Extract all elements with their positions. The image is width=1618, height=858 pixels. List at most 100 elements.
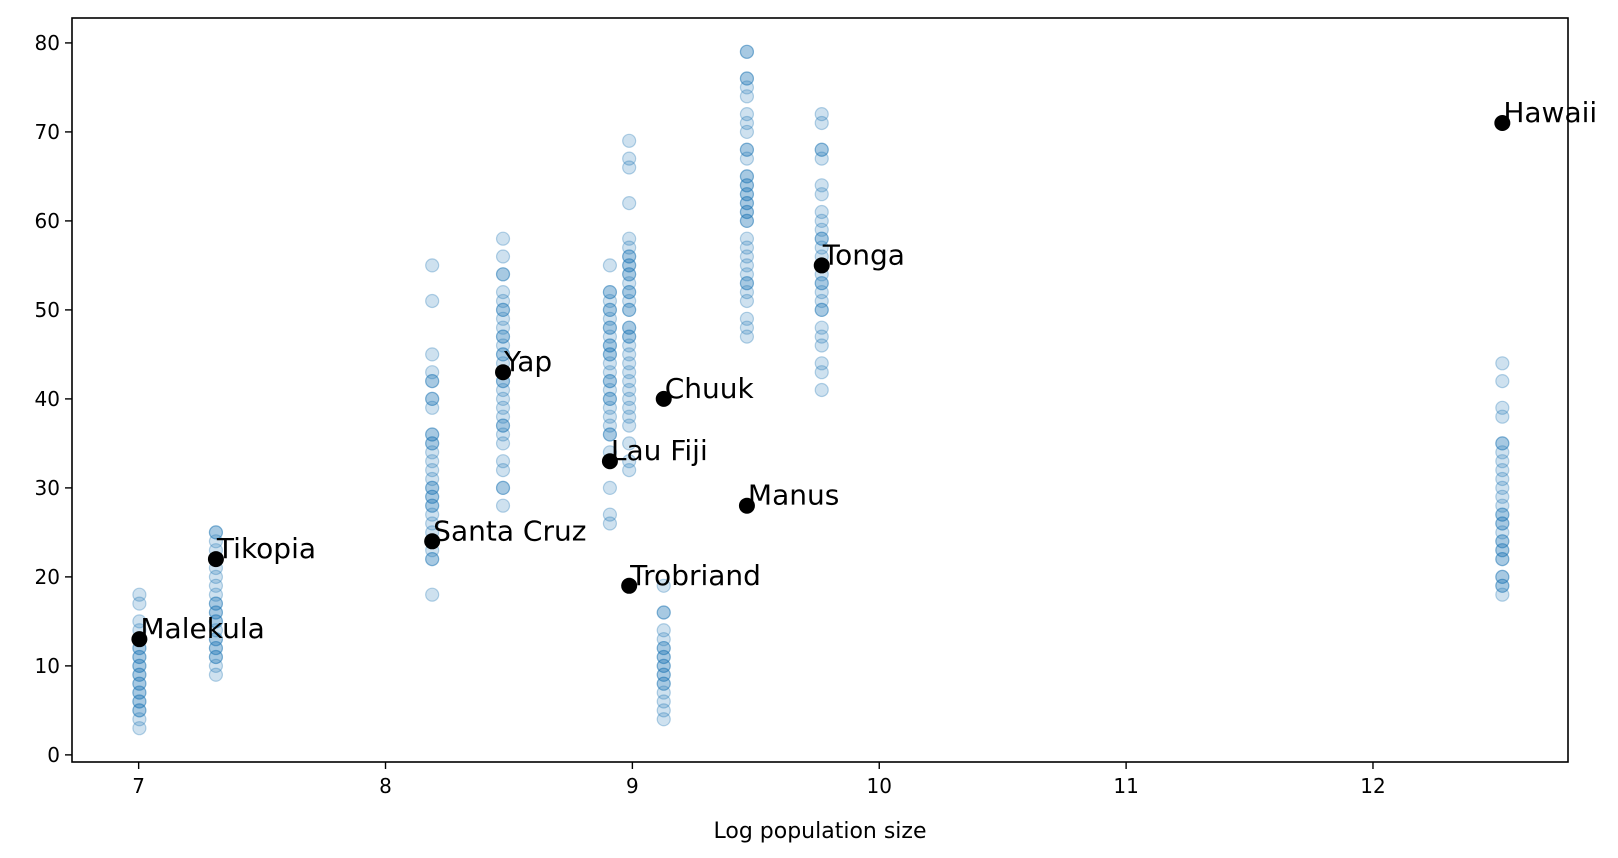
sample-point: [602, 285, 618, 300]
sample-point: [132, 694, 147, 709]
sample-point: [425, 445, 440, 460]
sample-point: [1495, 489, 1510, 504]
sample-point: [208, 569, 224, 584]
sample-point: [656, 649, 671, 665]
sample-point: [208, 605, 224, 620]
sample-point: [622, 329, 637, 344]
sample-point: [495, 302, 511, 318]
sample-point: [622, 231, 637, 246]
sample-point: [622, 302, 637, 318]
sample-point: [814, 320, 829, 335]
sample-point: [656, 649, 671, 665]
x-tick-label: 8: [379, 774, 392, 798]
sample-point: [602, 338, 618, 353]
sample-point: [1495, 534, 1510, 549]
sample-point: [739, 329, 755, 344]
sample-point: [739, 142, 755, 157]
sample-point: [814, 302, 829, 318]
sample-point: [622, 347, 637, 362]
sample-point: [208, 658, 224, 673]
sample-point: [739, 240, 755, 255]
highlight-point: [621, 577, 638, 594]
sample-point: [425, 551, 440, 567]
sample-point: [602, 400, 618, 415]
x-tick-label: 11: [1113, 774, 1138, 798]
sample-point: [739, 258, 755, 273]
sample-point: [622, 258, 637, 273]
sample-point: [495, 347, 511, 362]
sample-point: [1495, 543, 1510, 558]
sample-point: [602, 258, 618, 273]
sample-point: [425, 480, 440, 495]
point-label: Chuuk: [665, 372, 755, 405]
sample-point: [739, 187, 755, 202]
sample-point: [495, 347, 511, 362]
sample-point: [622, 267, 637, 282]
sample-point: [132, 712, 147, 727]
sample-point: [602, 302, 618, 318]
sample-point: [602, 427, 618, 442]
sample-point: [602, 338, 618, 353]
sample-point: [622, 365, 637, 380]
sample-point: [425, 516, 440, 531]
sample-point: [495, 302, 511, 318]
sample-point: [1495, 525, 1510, 540]
point-label: Manus: [748, 479, 839, 512]
sample-point: [602, 374, 618, 389]
sample-point: [656, 578, 671, 593]
sample-point: [814, 356, 829, 371]
sample-point: [622, 454, 637, 469]
sample-point: [208, 614, 224, 629]
sample-point: [1495, 436, 1510, 451]
sample-point: [495, 409, 511, 424]
sample-point: [425, 374, 440, 389]
sample-point: [208, 640, 224, 656]
sample-point: [602, 347, 618, 362]
sample-point: [739, 44, 755, 59]
sample-point: [739, 285, 755, 300]
highlight-point: [813, 257, 830, 274]
sample-point: [1495, 409, 1510, 424]
sample-point: [602, 480, 618, 495]
sample-point: [132, 667, 147, 682]
x-axis-label: Log population size: [713, 819, 926, 844]
sample-point: [602, 320, 618, 335]
sample-point: [425, 471, 440, 487]
sample-point: [132, 596, 147, 611]
sample-point: [622, 240, 637, 255]
sample-point: [739, 320, 755, 335]
sample-point: [814, 231, 829, 246]
sample-point: [739, 311, 755, 326]
sample-point: [739, 80, 755, 95]
sample-point: [739, 213, 755, 229]
sample-point: [425, 436, 440, 451]
sample-point: [656, 658, 671, 673]
y-axis: 0 10 20 30 40 50 60 70 80: [35, 31, 72, 767]
sample-point: [814, 365, 829, 380]
sample-point: [814, 142, 829, 157]
sample-point: [656, 703, 671, 718]
sample-point: [425, 498, 440, 513]
sample-point: [602, 516, 618, 531]
sample-point: [602, 356, 618, 371]
sample-point: [814, 329, 829, 344]
sample-point: [739, 124, 755, 140]
sample-point: [1495, 569, 1510, 584]
sample-point: [739, 231, 755, 246]
highlight-point: [1494, 115, 1511, 132]
sample-point: [602, 365, 618, 380]
sample-point: [739, 276, 755, 291]
sample-point: [739, 89, 755, 104]
sample-point: [208, 596, 224, 611]
sample-point: [1495, 400, 1510, 415]
sample-point: [132, 614, 147, 629]
sample-point: [656, 623, 671, 638]
sample-point: [495, 329, 511, 344]
sample-point: [1495, 569, 1510, 584]
sample-point: [425, 489, 440, 504]
sample-point: [814, 276, 829, 291]
sample-point: [208, 534, 224, 549]
sample-point: [495, 382, 511, 398]
sample-point: [656, 605, 671, 620]
sample-point: [1495, 534, 1510, 549]
